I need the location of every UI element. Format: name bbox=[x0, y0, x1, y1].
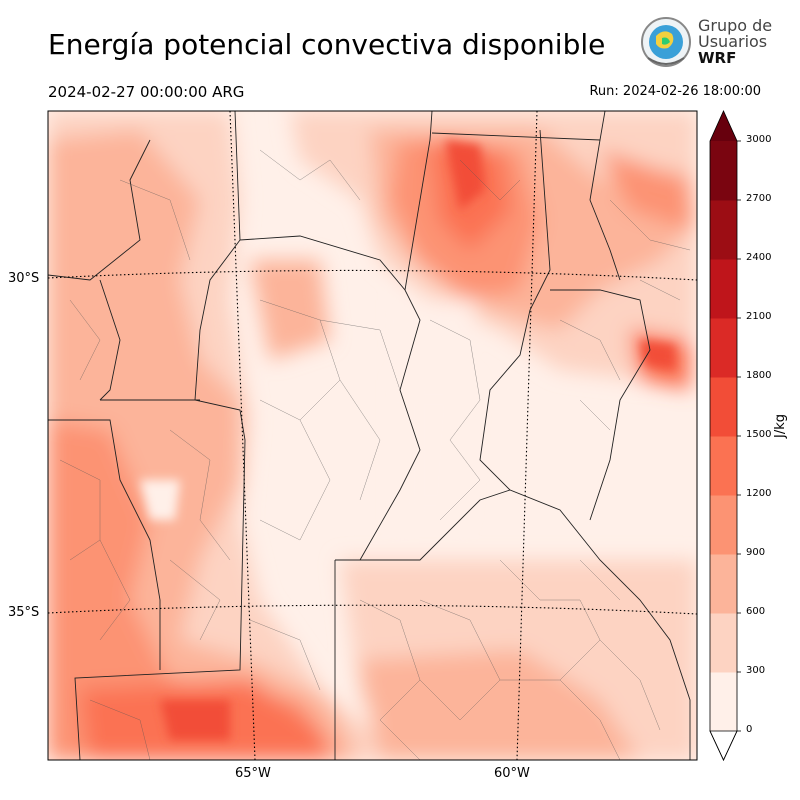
colorbar-tick-label: 2400 bbox=[746, 252, 772, 263]
colorbar-swatch bbox=[710, 377, 737, 437]
globe-logo-icon bbox=[641, 17, 691, 67]
colorbar-tick-label: 1200 bbox=[746, 488, 772, 499]
colorbar-swatch bbox=[710, 318, 737, 378]
lat-label-35s: 35°S bbox=[8, 605, 40, 620]
colorbar-tick-label: 1800 bbox=[746, 370, 772, 381]
colorbar-tick-label: 2100 bbox=[746, 311, 772, 322]
colorbar-tick-label: 300 bbox=[746, 665, 766, 676]
lat-label-30s: 30°S bbox=[8, 271, 40, 286]
lon-label-60w: 60°W bbox=[494, 766, 530, 781]
page-title: Energía potencial convectiva disponible bbox=[48, 28, 606, 61]
colorbar-swatch bbox=[710, 495, 737, 555]
colorbar-extend-low bbox=[709, 730, 738, 761]
colorbar-swatch bbox=[710, 436, 737, 496]
colorbar-tick-label: 0 bbox=[746, 724, 753, 735]
run-time: Run: 2024-02-26 18:00:00 bbox=[589, 84, 761, 99]
colorbar bbox=[709, 110, 741, 761]
colorbar-unit: J/kg bbox=[773, 414, 788, 438]
cape-field bbox=[48, 111, 697, 760]
colorbar-swatch bbox=[710, 259, 737, 319]
colorbar-swatch bbox=[710, 141, 737, 201]
colorbar-tick-label: 1500 bbox=[746, 429, 772, 440]
logo-line-3: WRF bbox=[698, 49, 737, 67]
map-frame bbox=[47, 110, 698, 761]
colorbar-swatch bbox=[710, 613, 737, 673]
colorbar-extend-high bbox=[710, 111, 737, 141]
colorbar-tick-label: 900 bbox=[746, 547, 766, 558]
colorbar-tick-label: 2700 bbox=[746, 193, 772, 204]
valid-time: 2024-02-27 00:00:00 ARG bbox=[48, 83, 245, 101]
lon-label-65w: 65°W bbox=[235, 766, 271, 781]
wrf-logo: Grupo de Usuarios WRF bbox=[638, 14, 778, 74]
colorbar-tick-label: 3000 bbox=[746, 134, 772, 145]
colorbar-swatch bbox=[710, 672, 737, 732]
colorbar-swatch bbox=[710, 554, 737, 614]
colorbar-swatch bbox=[710, 200, 737, 260]
logo-line-1: Grupo de bbox=[698, 16, 773, 35]
logo-line-2: Usuarios bbox=[698, 32, 768, 51]
colorbar-tick-label: 600 bbox=[746, 606, 766, 617]
